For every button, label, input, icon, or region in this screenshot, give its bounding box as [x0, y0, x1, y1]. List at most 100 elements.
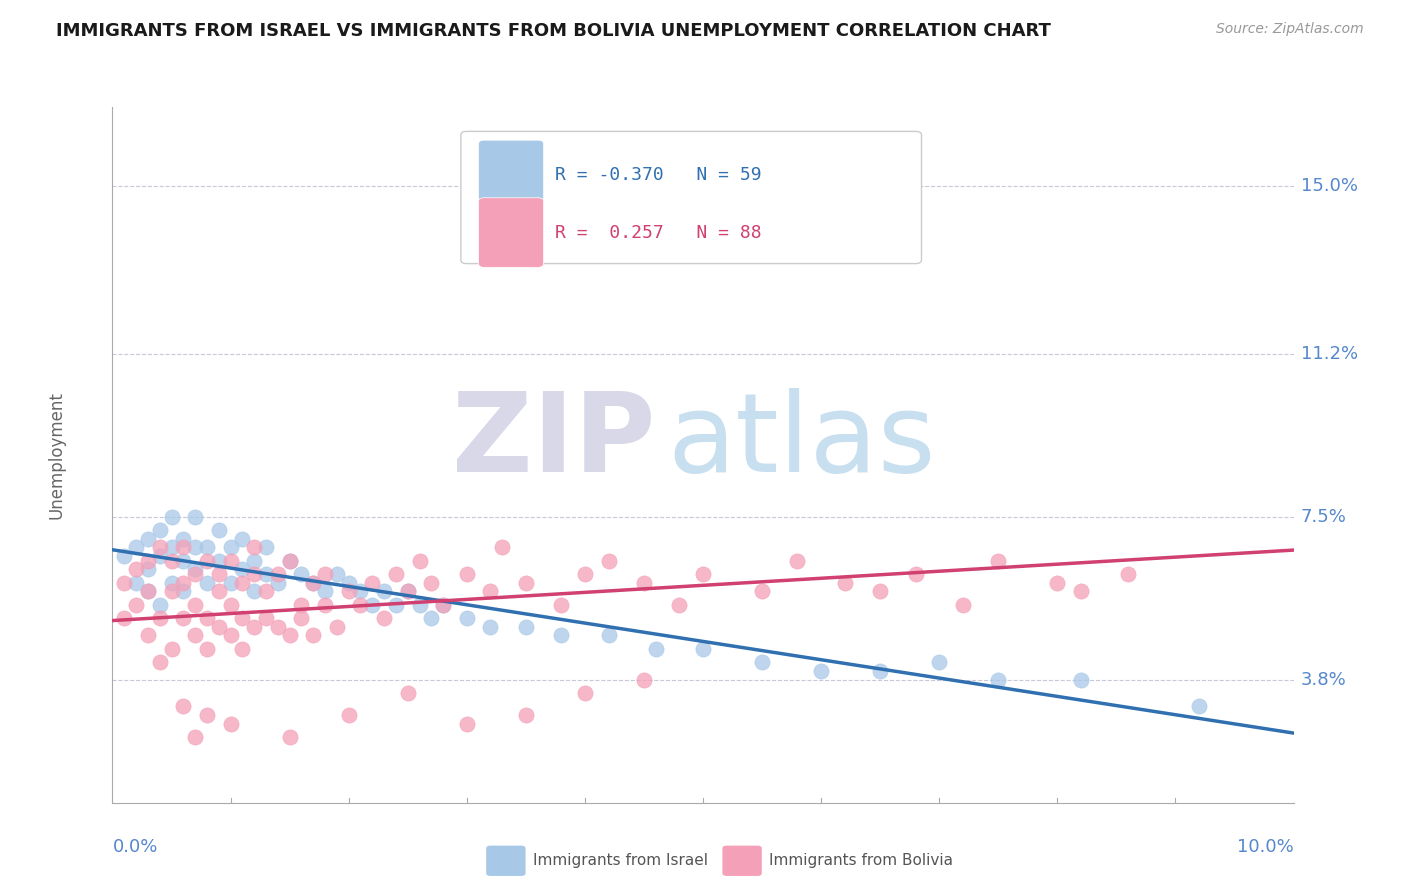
- Point: [219, 628, 242, 642]
- Point: [574, 566, 596, 581]
- Point: [172, 698, 194, 713]
- Point: [149, 549, 172, 564]
- Point: [385, 566, 408, 581]
- Point: [644, 641, 666, 656]
- Point: [834, 575, 856, 590]
- Point: [208, 566, 231, 581]
- Point: [278, 553, 301, 567]
- Point: [160, 641, 183, 656]
- Point: [432, 598, 454, 612]
- Text: 0.0%: 0.0%: [112, 838, 157, 856]
- Point: [160, 584, 183, 599]
- Text: R = -0.370   N = 59: R = -0.370 N = 59: [555, 166, 762, 184]
- Point: [598, 628, 620, 642]
- Point: [456, 566, 478, 581]
- Point: [136, 562, 159, 576]
- Point: [184, 730, 207, 744]
- Point: [456, 611, 478, 625]
- Point: [184, 509, 207, 524]
- Point: [125, 598, 148, 612]
- Point: [125, 541, 148, 555]
- Point: [160, 553, 183, 567]
- Point: [515, 620, 537, 634]
- Point: [195, 575, 218, 590]
- Point: [1070, 584, 1092, 599]
- Point: [314, 598, 336, 612]
- Point: [396, 584, 419, 599]
- Point: [337, 707, 360, 722]
- Point: [219, 598, 242, 612]
- Point: [243, 584, 266, 599]
- Point: [373, 584, 395, 599]
- Point: [172, 584, 194, 599]
- Point: [420, 575, 443, 590]
- Point: [337, 584, 360, 599]
- Point: [278, 730, 301, 744]
- Point: [243, 566, 266, 581]
- Point: [136, 584, 159, 599]
- Point: [136, 628, 159, 642]
- Point: [254, 611, 277, 625]
- Point: [184, 541, 207, 555]
- Point: [633, 575, 655, 590]
- Point: [361, 575, 384, 590]
- Point: [479, 584, 502, 599]
- Text: 7.5%: 7.5%: [1301, 508, 1347, 525]
- Point: [574, 686, 596, 700]
- Point: [302, 628, 325, 642]
- Point: [290, 611, 312, 625]
- Point: [751, 584, 773, 599]
- Point: [1116, 566, 1139, 581]
- Point: [243, 541, 266, 555]
- Point: [112, 575, 135, 590]
- Point: [349, 584, 371, 599]
- Point: [1188, 698, 1211, 713]
- Point: [337, 575, 360, 590]
- Point: [149, 523, 172, 537]
- Point: [786, 553, 808, 567]
- Point: [987, 673, 1010, 687]
- Point: [219, 553, 242, 567]
- Point: [550, 628, 572, 642]
- Point: [479, 620, 502, 634]
- Point: [314, 584, 336, 599]
- Point: [751, 655, 773, 669]
- Point: [408, 598, 430, 612]
- Point: [302, 575, 325, 590]
- Point: [290, 566, 312, 581]
- Text: 15.0%: 15.0%: [1301, 178, 1358, 195]
- Point: [302, 575, 325, 590]
- Point: [668, 598, 690, 612]
- Point: [278, 628, 301, 642]
- FancyBboxPatch shape: [478, 198, 544, 268]
- Point: [515, 575, 537, 590]
- Point: [195, 611, 218, 625]
- Point: [456, 716, 478, 731]
- Point: [184, 628, 207, 642]
- Point: [160, 541, 183, 555]
- Point: [195, 707, 218, 722]
- Point: [172, 532, 194, 546]
- Text: Unemployment: Unemployment: [48, 391, 65, 519]
- Point: [928, 655, 950, 669]
- Point: [231, 562, 253, 576]
- Point: [195, 541, 218, 555]
- Point: [195, 553, 218, 567]
- Point: [208, 584, 231, 599]
- Point: [149, 598, 172, 612]
- Text: IMMIGRANTS FROM ISRAEL VS IMMIGRANTS FROM BOLIVIA UNEMPLOYMENT CORRELATION CHART: IMMIGRANTS FROM ISRAEL VS IMMIGRANTS FRO…: [56, 22, 1052, 40]
- Point: [420, 611, 443, 625]
- Point: [172, 611, 194, 625]
- Point: [219, 716, 242, 731]
- Point: [598, 553, 620, 567]
- Point: [243, 620, 266, 634]
- Point: [231, 575, 253, 590]
- Point: [349, 598, 371, 612]
- Point: [149, 541, 172, 555]
- Point: [385, 598, 408, 612]
- Point: [869, 664, 891, 678]
- Point: [267, 620, 290, 634]
- Point: [751, 188, 773, 202]
- Point: [125, 562, 148, 576]
- Point: [904, 566, 927, 581]
